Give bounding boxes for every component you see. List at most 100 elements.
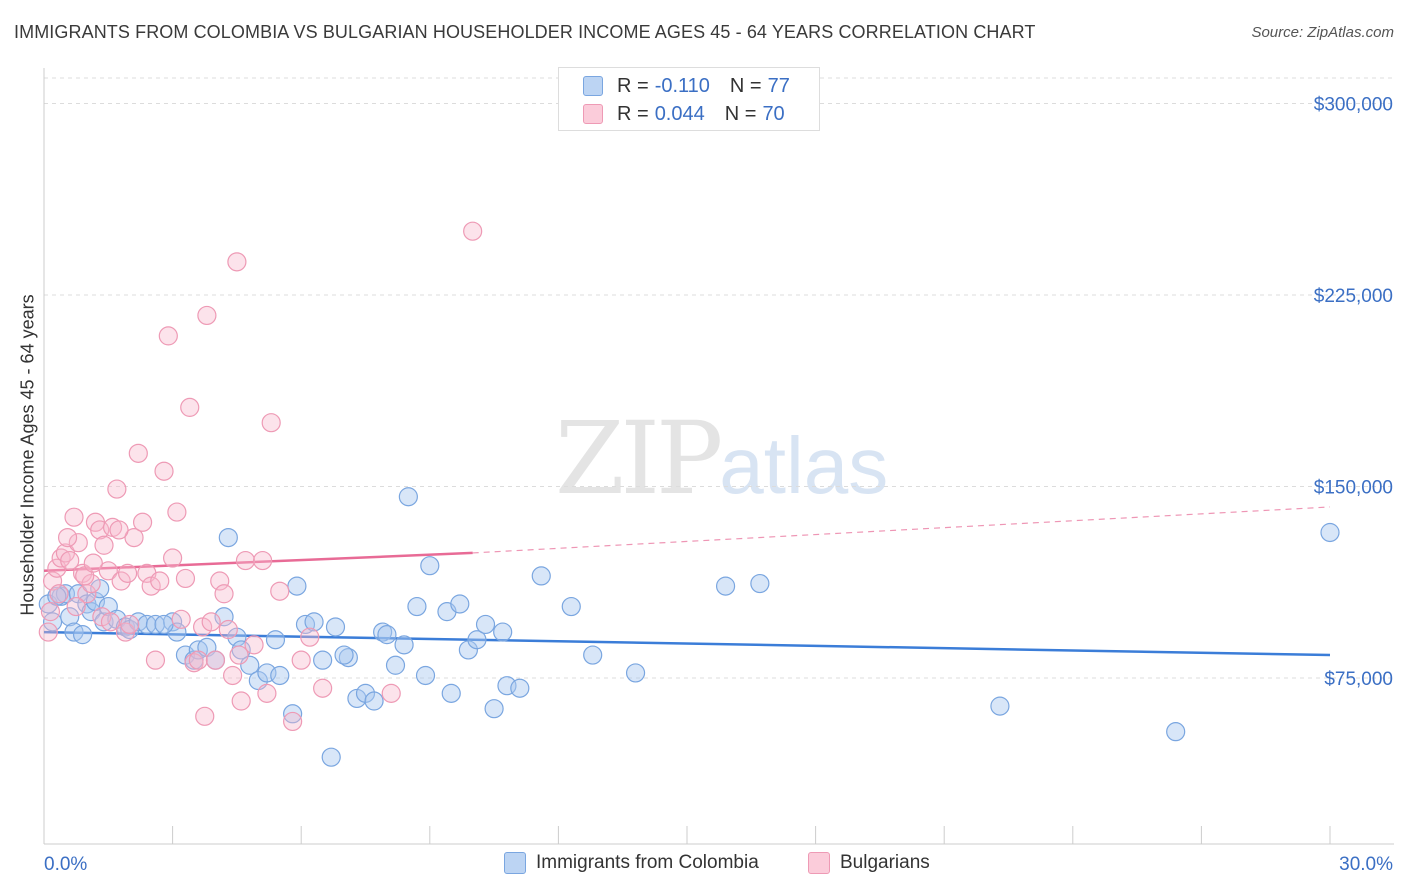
legend-n-value: 70 <box>762 102 785 125</box>
bottom-legend-label-colombia: Immigrants from Colombia <box>536 852 759 873</box>
data-point-bulgarians <box>270 581 290 601</box>
data-point-colombia <box>420 556 440 576</box>
legend-swatch-pink <box>583 104 603 124</box>
bottom-legend-label-bulgarians: Bulgarians <box>840 852 930 873</box>
data-point-colombia <box>493 622 513 642</box>
legend-r-value: -0.110 <box>654 74 710 97</box>
data-point-colombia <box>304 612 324 632</box>
data-point-bulgarians <box>188 650 208 670</box>
data-point-colombia <box>407 596 427 617</box>
correlation-legend: R = -0.110 N = 77 R = 0.044 N = 70 <box>558 67 820 131</box>
data-point-bulgarians <box>107 479 127 499</box>
data-point-colombia <box>625 663 646 683</box>
watermark-zip: ZIP <box>555 400 723 517</box>
data-point-colombia <box>1166 722 1186 742</box>
data-point-colombia <box>990 696 1010 716</box>
data-point-bulgarians <box>300 627 320 647</box>
data-point-colombia <box>218 527 238 548</box>
data-point-colombia <box>81 602 101 622</box>
legend-n-label: N = <box>729 74 762 97</box>
data-point-bulgarians <box>57 527 78 548</box>
data-point-colombia <box>415 665 436 686</box>
data-point-bulgarians <box>381 683 401 703</box>
data-point-bulgarians <box>98 561 118 581</box>
chart-title: IMMIGRANTS FROM COLOMBIA VS BULGARIAN HO… <box>14 22 1036 42</box>
data-point-colombia <box>364 691 384 711</box>
bottom-legend-colombia: Immigrants from Colombia <box>504 852 759 874</box>
x-tick-label-min: 0.0% <box>44 854 87 875</box>
data-point-colombia <box>484 699 504 719</box>
data-point-bulgarians <box>117 563 138 583</box>
legend-swatch-blue <box>583 76 603 96</box>
data-point-colombia <box>1320 522 1340 543</box>
data-point-bulgarians <box>109 520 129 540</box>
data-point-bulgarians <box>124 527 144 548</box>
data-point-bulgarians <box>313 678 333 698</box>
legend-n-label: N = <box>724 102 757 125</box>
data-point-colombia <box>265 630 286 650</box>
data-point-bulgarians <box>60 550 80 571</box>
data-point-bulgarians <box>132 512 153 532</box>
data-point-colombia <box>270 665 290 686</box>
data-point-colombia <box>321 747 341 767</box>
data-point-bulgarians <box>64 507 84 527</box>
data-point-bulgarians <box>195 706 215 726</box>
legend-r-label: R = <box>617 102 649 125</box>
data-point-bulgarians <box>180 397 200 417</box>
data-point-colombia <box>531 566 551 586</box>
data-point-colombia <box>385 655 406 675</box>
data-point-colombia <box>561 596 581 617</box>
data-point-bulgarians <box>94 535 114 555</box>
watermark-atlas: atlas <box>719 421 889 510</box>
data-point-bulgarians <box>171 609 191 629</box>
data-point-bulgarians <box>197 305 217 326</box>
data-point-bulgarians <box>283 711 303 732</box>
data-point-bulgarians <box>66 596 86 617</box>
data-point-bulgarians <box>167 502 187 522</box>
legend-row-colombia: R = -0.110 N = 77 <box>583 74 810 98</box>
data-point-colombia <box>60 607 80 627</box>
data-point-bulgarians <box>40 602 61 622</box>
data-point-colombia <box>325 617 346 637</box>
data-point-colombia <box>287 576 307 596</box>
data-point-bulgarians <box>253 550 273 571</box>
legend-r-label: R = <box>617 74 649 97</box>
data-point-bulgarians <box>154 461 174 481</box>
data-point-colombia <box>467 630 487 650</box>
data-point-bulgarians <box>244 635 264 655</box>
data-point-colombia <box>154 614 174 635</box>
data-point-bulgarians <box>120 614 140 635</box>
data-point-bulgarians <box>175 568 196 589</box>
watermark: ZIPatlas <box>555 400 888 517</box>
data-point-bulgarians <box>261 413 281 433</box>
trend-line-0 <box>43 630 1331 657</box>
y-axis-label: Householder Income Ages 45 - 64 years <box>17 294 38 616</box>
data-point-bulgarians <box>463 221 483 241</box>
data-point-bulgarians <box>49 584 69 604</box>
trend-line-1 <box>43 551 473 573</box>
data-point-bulgarians <box>218 619 238 640</box>
data-point-bulgarians <box>158 326 178 346</box>
data-point-colombia <box>313 650 333 670</box>
data-point-bulgarians <box>257 683 277 703</box>
legend-r-value: 0.044 <box>654 102 705 125</box>
data-point-bulgarians <box>163 548 183 568</box>
legend-row-bulgarians: R = 0.044 N = 70 <box>583 102 805 126</box>
y-tick-label: $300,000 <box>1314 95 1393 116</box>
data-point-bulgarians <box>229 645 249 665</box>
data-point-bulgarians <box>235 550 256 571</box>
data-point-colombia <box>450 594 470 614</box>
data-point-colombia <box>715 576 736 596</box>
data-point-bulgarians <box>100 612 121 632</box>
bottom-legend-swatch-blue <box>504 852 526 874</box>
bottom-legend-swatch-pink <box>808 852 830 874</box>
data-point-colombia <box>214 607 234 627</box>
data-point-bulgarians <box>210 571 230 591</box>
data-point-bulgarians <box>150 571 170 591</box>
bottom-legend-bulgarians: Bulgarians <box>808 852 930 874</box>
y-tick-label: $75,000 <box>1324 669 1393 690</box>
data-point-colombia <box>475 614 496 635</box>
data-point-bulgarians <box>68 533 88 553</box>
data-point-bulgarians <box>214 584 234 604</box>
